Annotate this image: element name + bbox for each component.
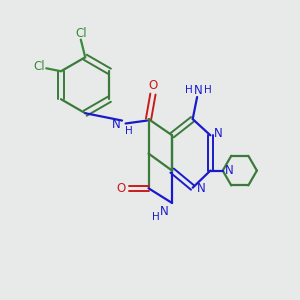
Text: N: N: [194, 84, 203, 97]
Text: O: O: [148, 79, 158, 92]
Text: Cl: Cl: [75, 27, 87, 40]
Text: O: O: [116, 182, 126, 195]
Text: H: H: [185, 85, 193, 94]
Text: H: H: [124, 126, 132, 136]
Text: N: N: [160, 205, 168, 218]
Text: N: N: [196, 182, 205, 195]
Text: H: H: [152, 212, 160, 222]
Text: N: N: [214, 127, 223, 140]
Text: N: N: [112, 118, 121, 131]
Text: Cl: Cl: [33, 60, 45, 73]
Text: H: H: [204, 85, 212, 94]
Text: N: N: [225, 164, 234, 176]
